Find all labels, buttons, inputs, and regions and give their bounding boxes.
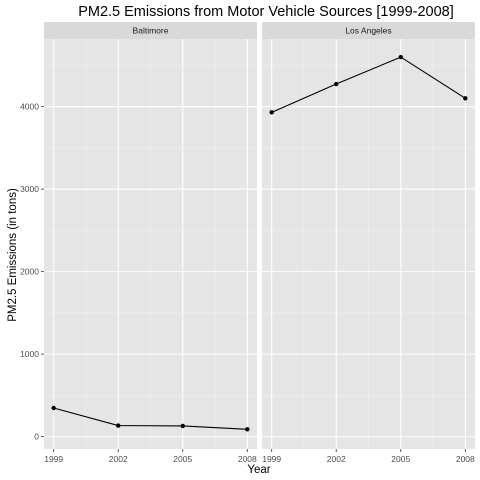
series-line (271, 56, 466, 113)
x-tick-label: 1999 (262, 454, 281, 464)
data-point (334, 81, 339, 87)
data-point (245, 427, 250, 432)
facet-strip-label: Baltimore (133, 26, 169, 36)
x-tick-label: 2005 (173, 454, 192, 464)
x-tick-label: 2002 (109, 454, 128, 464)
chart-title: PM2.5 Emissions from Motor Vehicle Sourc… (78, 4, 454, 20)
x-tick-label: 2008 (456, 454, 475, 464)
y-tick-label: 4000 (20, 102, 39, 112)
data-point (463, 96, 468, 101)
data-point (269, 110, 274, 115)
panel-1: Baltimore 1999 2002 2005 2008 (44, 22, 257, 464)
facet-strip (44, 22, 257, 39)
data-point (51, 405, 56, 411)
y-tick-label: 2000 (20, 267, 39, 277)
panel-2: Los Angeles 1999 2002 2005 2008 (262, 22, 475, 464)
x-tick-label: 2002 (327, 454, 346, 464)
facet-strip-label: Los Angeles (345, 26, 391, 36)
y-tick-label: 1000 (20, 349, 39, 359)
facet-strip (262, 22, 475, 39)
y-axis: 0 1000 2000 3000 4000 (20, 102, 44, 442)
series-line (53, 407, 248, 430)
y-tick-label: 0 (34, 432, 39, 442)
y-axis-title: PM2.5 Emissions (in tons) (7, 188, 19, 322)
x-axis-title: Year (247, 464, 270, 476)
data-point (116, 423, 121, 428)
x-tick-label: 2005 (391, 454, 410, 464)
y-tick-label: 3000 (20, 184, 39, 194)
x-tick-label: 2008 (238, 454, 257, 464)
x-tick-label: 1999 (44, 454, 63, 464)
data-point (180, 423, 185, 429)
facet-panels: Baltimore 1999 2002 2005 2008 Los Angeles 1999… (44, 22, 475, 464)
data-point (398, 54, 403, 60)
